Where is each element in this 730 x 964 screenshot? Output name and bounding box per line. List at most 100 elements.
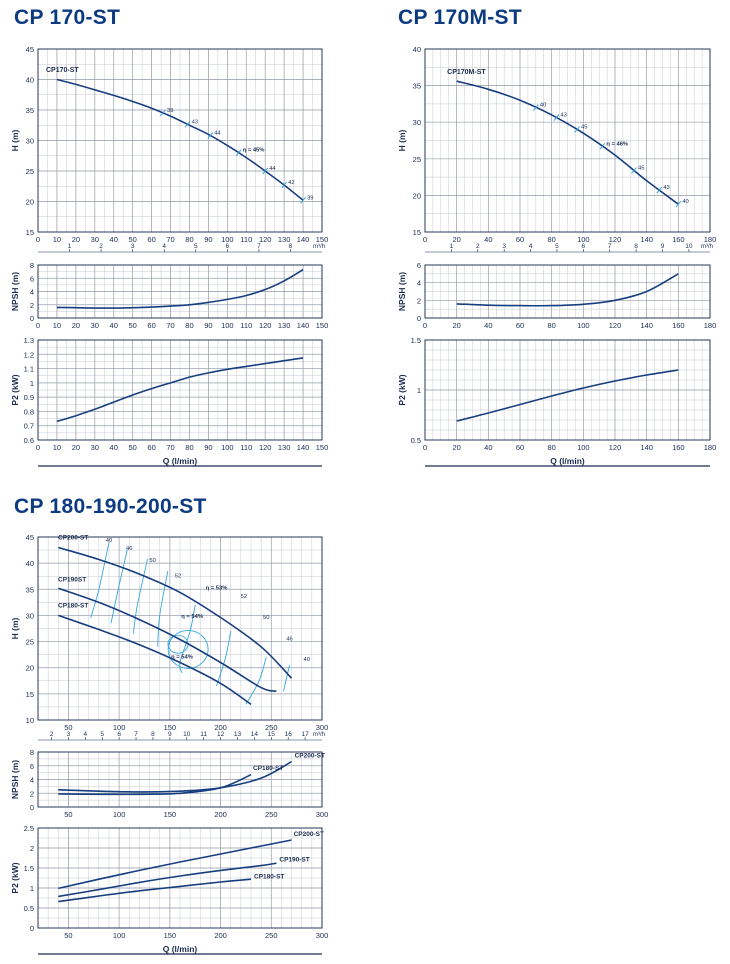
sec-axis-label: 2 <box>476 243 480 250</box>
x-tick-label: 180 <box>704 235 717 244</box>
curve-CP180-ST <box>58 614 252 705</box>
y-axis-label: P2 (kW) <box>397 374 407 405</box>
y-axis-label: NPSH (m) <box>10 760 20 799</box>
efficiency-label: 50 <box>149 558 155 564</box>
efficiency-label: 42 <box>288 180 294 186</box>
x-tick-label: 150 <box>316 443 329 452</box>
x-tick-label: 10 <box>53 443 61 452</box>
y-tick-label: 20 <box>26 664 34 673</box>
y-tick-label: 35 <box>413 82 421 91</box>
x-tick-label: 60 <box>147 443 155 452</box>
series-label: CP170M-ST <box>447 69 486 76</box>
series-label: CP180-ST <box>254 873 284 880</box>
x-tick-label: 50 <box>128 443 136 452</box>
curve-CP200-ST <box>58 760 292 793</box>
y-tick-label: 0.5 <box>24 904 34 913</box>
chart-cp170m_p2: 0 20 40 60 80 100 120 140 160 180 0.5 1 1.5 P2 (kW) Q … <box>397 336 717 467</box>
y-tick-label: 6 <box>30 762 34 771</box>
x-tick-label: 50 <box>128 321 136 330</box>
sec-axis-label: 3 <box>502 243 506 250</box>
efficiency-label: 40 <box>106 538 112 544</box>
sec-axis-label: 13 <box>234 731 242 738</box>
x-tick-label: 140 <box>640 235 653 244</box>
plot-frame <box>424 48 711 233</box>
efficiency-arc <box>216 631 232 687</box>
efficiency-arc <box>167 629 209 669</box>
x-tick-label: 130 <box>278 321 291 330</box>
y-tick-label: 0.6 <box>24 436 34 445</box>
x-tick-label: 40 <box>484 443 492 452</box>
x-tick-label: 50 <box>64 931 72 940</box>
x-tick-label: 150 <box>164 723 177 732</box>
x-tick-label: 40 <box>484 321 492 330</box>
chart-cp180_p2: 50 100 150 200 250 300 0 0.5 1 1.5 2 2.5 P2 (kW) Q (l… <box>10 824 328 955</box>
plot-frame <box>424 264 711 319</box>
efficiency-label: 46 <box>126 546 132 552</box>
efficiency-label: 43 <box>663 185 669 191</box>
y-tick-label: 40 <box>413 45 421 54</box>
efficiency-marker <box>599 143 606 150</box>
x-tick-label: 100 <box>221 321 234 330</box>
sec-axis-label: 15 <box>268 731 276 738</box>
efficiency-marker <box>235 149 242 157</box>
y-tick-label: 45 <box>26 45 34 54</box>
title-cp170m: CP 170M-ST <box>398 6 522 29</box>
sec-axis-label: 8 <box>151 731 155 738</box>
efficiency-arc <box>90 542 110 619</box>
plot-frame <box>37 264 323 319</box>
y-axis-label: NPSH (m) <box>10 272 20 311</box>
y-tick-label: 1.5 <box>24 864 34 873</box>
x-tick-label: 100 <box>113 723 126 732</box>
curve-cp170m_p2 <box>456 369 679 422</box>
sec-axis-label: 6 <box>582 243 586 250</box>
y-tick-label: 30 <box>26 137 34 146</box>
y-axis-label: P2 (kW) <box>10 374 20 405</box>
y-axis-label: H (m) <box>397 129 407 151</box>
y-tick-label: 25 <box>26 167 34 176</box>
sec-axis-label: 2 <box>50 731 54 738</box>
y-tick-label: 1.5 <box>411 336 421 345</box>
y-tick-label: 0.8 <box>24 407 34 416</box>
x-tick-label: 80 <box>185 443 193 452</box>
x-tick-label: 70 <box>166 235 174 244</box>
x-tick-label: 100 <box>577 443 590 452</box>
sec-axis-label: 9 <box>168 731 172 738</box>
y-tick-label: 35 <box>26 106 34 115</box>
x-tick-label: 120 <box>259 321 272 330</box>
y-tick-label: 0.7 <box>24 422 34 431</box>
x-tick-label: 10 <box>53 321 61 330</box>
sec-axis-label: 7 <box>257 243 261 250</box>
x-tick-label: 300 <box>316 723 329 732</box>
sec-axis-label: 4 <box>529 243 533 250</box>
y-tick-label: 1.3 <box>24 336 34 345</box>
sec-axis-label: 6 <box>226 243 230 250</box>
x-tick-label: 150 <box>164 931 177 940</box>
y-axis-label: H (m) <box>10 129 20 151</box>
efficiency-arc <box>245 657 267 705</box>
x-tick-label: 180 <box>704 443 717 452</box>
y-tick-label: 8 <box>30 748 34 757</box>
curve-CP180-ST <box>58 773 252 796</box>
efficiency-marker <box>262 167 269 175</box>
x-tick-label: 10 <box>53 235 61 244</box>
efficiency-marker <box>184 121 191 128</box>
sec-axis-label: 1 <box>68 243 72 250</box>
x-tick-label: 50 <box>128 235 136 244</box>
efficiency-arc <box>157 570 169 647</box>
curve-CP200-ST <box>58 546 293 679</box>
sec-axis-label: 4 <box>162 243 166 250</box>
sec-axis-label: 16 <box>285 731 293 738</box>
efficiency-arc <box>110 549 128 624</box>
x-tick-label: 160 <box>672 443 685 452</box>
series-label: CP170-ST <box>46 67 79 74</box>
efficiency-arc <box>283 665 290 692</box>
x-tick-label: 80 <box>185 321 193 330</box>
efficiency-label: 40 <box>682 199 688 205</box>
sec-axis-label: 11 <box>200 731 207 738</box>
sec-axis-label: 9 <box>661 243 665 250</box>
efficiency-label: 50 <box>263 615 269 621</box>
sec-axis-label: 10 <box>685 243 693 250</box>
efficiency-arc <box>132 558 148 634</box>
efficiency-label: 45 <box>581 125 587 131</box>
